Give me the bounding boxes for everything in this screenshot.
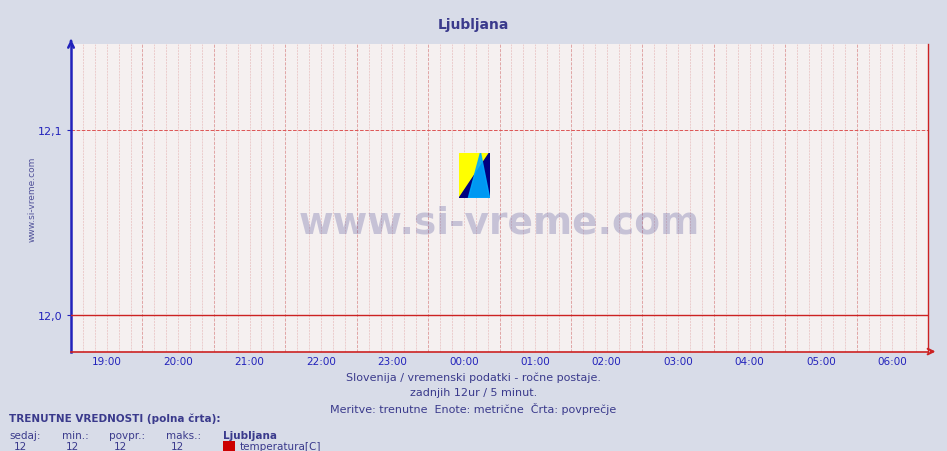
Text: Ljubljana: Ljubljana: [438, 18, 509, 32]
Text: Slovenija / vremenski podatki - ročne postaje.: Slovenija / vremenski podatki - ročne po…: [346, 372, 601, 382]
Text: Meritve: trenutne  Enote: metrične  Črta: povprečje: Meritve: trenutne Enote: metrične Črta: …: [331, 402, 616, 414]
Text: maks.:: maks.:: [166, 430, 201, 440]
Text: www.si-vreme.com: www.si-vreme.com: [299, 205, 700, 241]
Text: www.si-vreme.com: www.si-vreme.com: [28, 156, 37, 241]
Polygon shape: [459, 153, 490, 198]
Text: temperatura[C]: temperatura[C]: [240, 441, 321, 451]
Text: 12: 12: [170, 441, 184, 451]
Text: 12: 12: [66, 441, 80, 451]
Polygon shape: [459, 153, 490, 198]
Polygon shape: [469, 153, 490, 198]
Text: TRENUTNE VREDNOSTI (polna črta):: TRENUTNE VREDNOSTI (polna črta):: [9, 413, 221, 423]
Text: povpr.:: povpr.:: [109, 430, 145, 440]
Text: sedaj:: sedaj:: [9, 430, 41, 440]
Text: zadnjih 12ur / 5 minut.: zadnjih 12ur / 5 minut.: [410, 387, 537, 397]
Text: min.:: min.:: [62, 430, 88, 440]
Text: 12: 12: [14, 441, 27, 451]
Text: Ljubljana: Ljubljana: [223, 430, 277, 440]
Text: 12: 12: [114, 441, 127, 451]
